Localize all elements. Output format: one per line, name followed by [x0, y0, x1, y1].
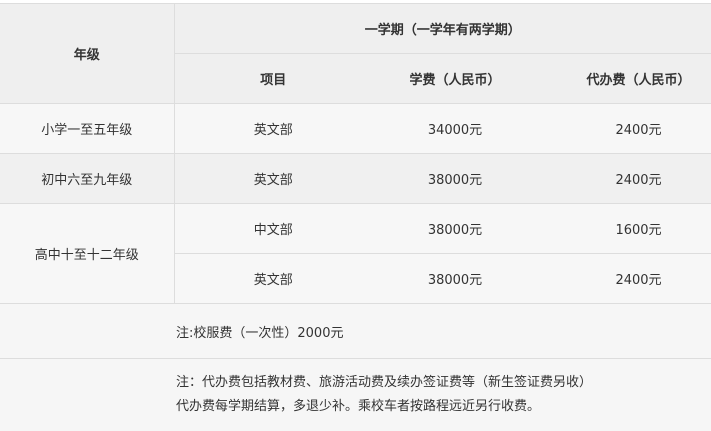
agency-fee-cell: 1600元 [538, 204, 711, 254]
note-row-agency: 注：代办费包括教材费、旅游活动费及续办签证费等（新生签证费另收） 代办费每学期结… [0, 359, 711, 431]
note-line-1: 注：代办费包括教材费、旅游活动费及续办签证费等（新生签证费另收） [176, 371, 711, 395]
header-semester: 一学期（一学年有两学期） [174, 4, 711, 54]
header-tuition: 学费（人民币） [372, 54, 538, 104]
header-grade: 年级 [0, 4, 174, 104]
grade-cell: 小学一至五年级 [0, 104, 174, 154]
item-cell: 英文部 [174, 104, 372, 154]
tuition-cell: 34000元 [372, 104, 538, 154]
header-item: 项目 [174, 54, 372, 104]
agency-fee-cell: 2400元 [538, 104, 711, 154]
table-row: 初中六至九年级 英文部 38000元 2400元 [0, 154, 711, 204]
table-row: 高中十至十二年级 中文部 38000元 1600元 [0, 204, 711, 254]
item-cell: 中文部 [174, 204, 372, 254]
header-agency-fee: 代办费（人民币） [538, 54, 711, 104]
tuition-cell: 38000元 [372, 204, 538, 254]
grade-cell: 初中六至九年级 [0, 154, 174, 204]
tuition-cell: 38000元 [372, 254, 538, 304]
agency-fee-cell: 2400元 [538, 254, 711, 304]
fee-table: 年级 一学期（一学年有两学期） 项目 学费（人民币） 代办费（人民币） 小学一至… [0, 4, 711, 431]
grade-cell: 高中十至十二年级 [0, 204, 174, 304]
agency-fee-cell: 2400元 [538, 154, 711, 204]
note-agency: 注：代办费包括教材费、旅游活动费及续办签证费等（新生签证费另收） 代办费每学期结… [0, 359, 711, 431]
note-line-2: 代办费每学期结算，多退少补。乘校车者按路程远近另行收费。 [176, 395, 711, 419]
table-row: 小学一至五年级 英文部 34000元 2400元 [0, 104, 711, 154]
header-row-1: 年级 一学期（一学年有两学期） [0, 4, 711, 54]
item-cell: 英文部 [174, 254, 372, 304]
note-uniform: 注:校服费（一次性）2000元 [0, 304, 711, 359]
tuition-cell: 38000元 [372, 154, 538, 204]
item-cell: 英文部 [174, 154, 372, 204]
note-row-uniform: 注:校服费（一次性）2000元 [0, 304, 711, 359]
